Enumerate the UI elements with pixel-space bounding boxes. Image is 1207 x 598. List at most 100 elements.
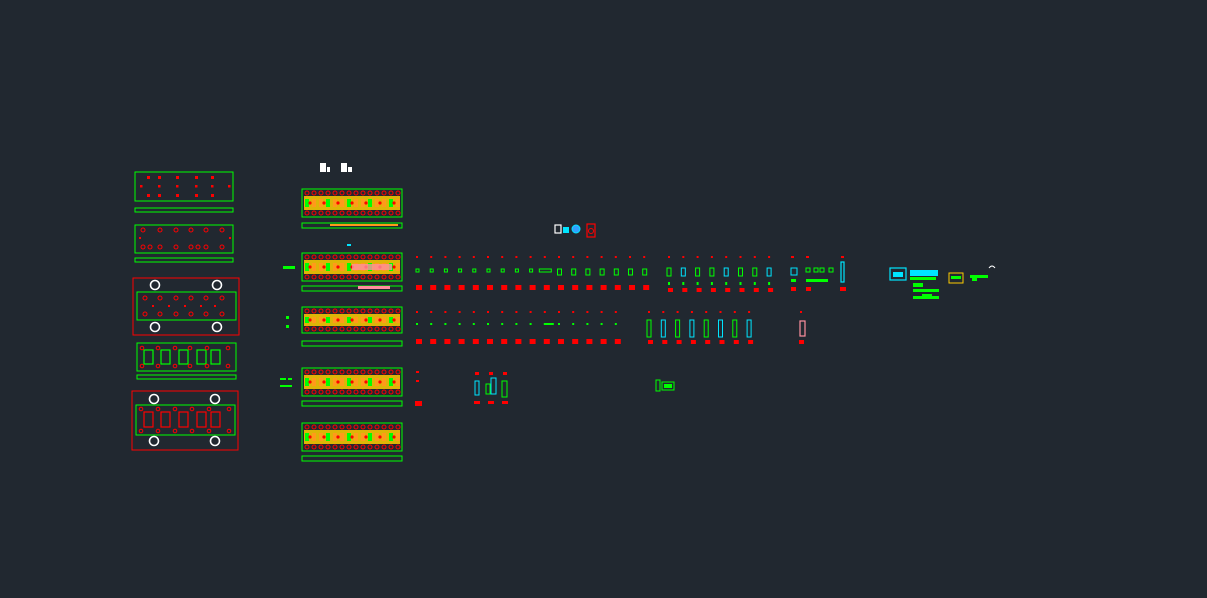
hole-mark xyxy=(229,237,231,239)
punched-feature xyxy=(347,433,351,441)
hole xyxy=(225,345,231,351)
punch-part xyxy=(768,282,771,285)
punch-part xyxy=(709,267,715,277)
punched-feature xyxy=(326,433,330,441)
pilot-hole xyxy=(325,308,331,314)
plate-inner-outline xyxy=(135,404,236,436)
left-plate-3[interactable] xyxy=(132,277,240,336)
punched-hole xyxy=(392,318,396,322)
hole xyxy=(226,406,232,412)
detail-cluster-top[interactable] xyxy=(554,223,596,238)
pilot-hole xyxy=(304,444,310,450)
detail-part xyxy=(501,380,508,398)
punched-hole xyxy=(336,380,340,384)
part-base xyxy=(430,339,437,344)
punched-hole xyxy=(378,380,382,384)
dim-mark xyxy=(733,311,736,313)
left-plate-2[interactable] xyxy=(134,224,234,263)
pilot-hole xyxy=(346,254,352,260)
dim-mark xyxy=(586,256,589,258)
pilot-hole xyxy=(339,254,345,260)
dim-mark xyxy=(739,256,742,258)
dim-mark xyxy=(768,256,771,258)
detail-part xyxy=(415,401,422,406)
hole-mark xyxy=(158,194,161,197)
pilot-hole xyxy=(374,389,380,395)
part-base xyxy=(705,340,711,344)
detail-part xyxy=(416,380,419,382)
guide-post-hole xyxy=(149,279,161,291)
punched-feature xyxy=(354,378,358,386)
dim-mark xyxy=(444,256,447,258)
part-base xyxy=(643,285,650,290)
pilot-hole xyxy=(353,326,359,332)
pilot-hole xyxy=(367,444,373,450)
side-marker xyxy=(288,378,292,380)
punched-feature xyxy=(305,317,309,323)
pilot-hole xyxy=(374,326,380,332)
detail-cluster-right[interactable] xyxy=(889,265,996,299)
punched-feature xyxy=(389,317,393,323)
punch-part xyxy=(585,268,591,276)
hole xyxy=(155,428,161,434)
detail-part xyxy=(485,383,491,395)
strip-outline xyxy=(301,188,403,218)
pilot-hole xyxy=(311,274,317,280)
hole xyxy=(188,295,194,301)
punched-hole xyxy=(392,380,396,384)
detail-cluster-lower[interactable] xyxy=(415,371,675,406)
punch-part xyxy=(458,268,463,273)
pilot-hole xyxy=(381,326,387,332)
hole xyxy=(155,406,161,412)
dim-mark xyxy=(416,311,418,313)
plate-side-view xyxy=(134,257,234,263)
hole xyxy=(203,311,209,317)
left-plate-1[interactable] xyxy=(134,171,234,213)
strip-side-view xyxy=(301,455,403,462)
punched-feature xyxy=(382,433,386,441)
hole xyxy=(157,311,163,317)
punched-feature xyxy=(396,317,400,323)
part-base xyxy=(676,340,682,344)
part-base xyxy=(791,287,796,291)
punched-hole xyxy=(308,435,312,439)
punched-hole xyxy=(336,201,340,205)
punch-part xyxy=(600,323,603,325)
pilot-hole xyxy=(353,444,359,450)
hole xyxy=(140,244,146,250)
hole xyxy=(219,227,225,233)
punch-part xyxy=(529,323,532,325)
pilot-hole xyxy=(395,424,401,430)
punched-feature xyxy=(368,317,372,323)
punched-feature xyxy=(312,433,316,441)
dim-mark xyxy=(501,256,504,258)
part-base xyxy=(710,288,716,292)
pilot-hole xyxy=(325,424,331,430)
pilot-hole xyxy=(367,424,373,430)
dim-mark xyxy=(600,256,603,258)
detail-part xyxy=(588,228,594,234)
pilot-hole xyxy=(360,274,366,280)
part-base xyxy=(600,339,607,344)
part-base xyxy=(543,285,550,290)
pilot-hole xyxy=(325,254,331,260)
guide-post-hole xyxy=(148,435,160,447)
hole xyxy=(188,311,194,317)
punch-part xyxy=(486,268,491,273)
detail-part xyxy=(489,372,493,375)
plate-holes xyxy=(142,295,225,317)
left-plate-4[interactable] xyxy=(136,342,237,380)
strip-layout-group[interactable] xyxy=(301,188,403,462)
pilot-hole xyxy=(311,369,317,375)
punch-parts-area[interactable] xyxy=(415,256,846,344)
hole-mark xyxy=(195,194,198,197)
left-plate-5[interactable] xyxy=(131,390,239,451)
dim-mark xyxy=(800,311,802,313)
punched-hole xyxy=(322,318,326,322)
punched-feature xyxy=(347,378,351,386)
dim-mark xyxy=(841,256,844,258)
part-base xyxy=(430,285,437,290)
punch-part xyxy=(415,268,420,273)
punch-part xyxy=(515,323,518,325)
